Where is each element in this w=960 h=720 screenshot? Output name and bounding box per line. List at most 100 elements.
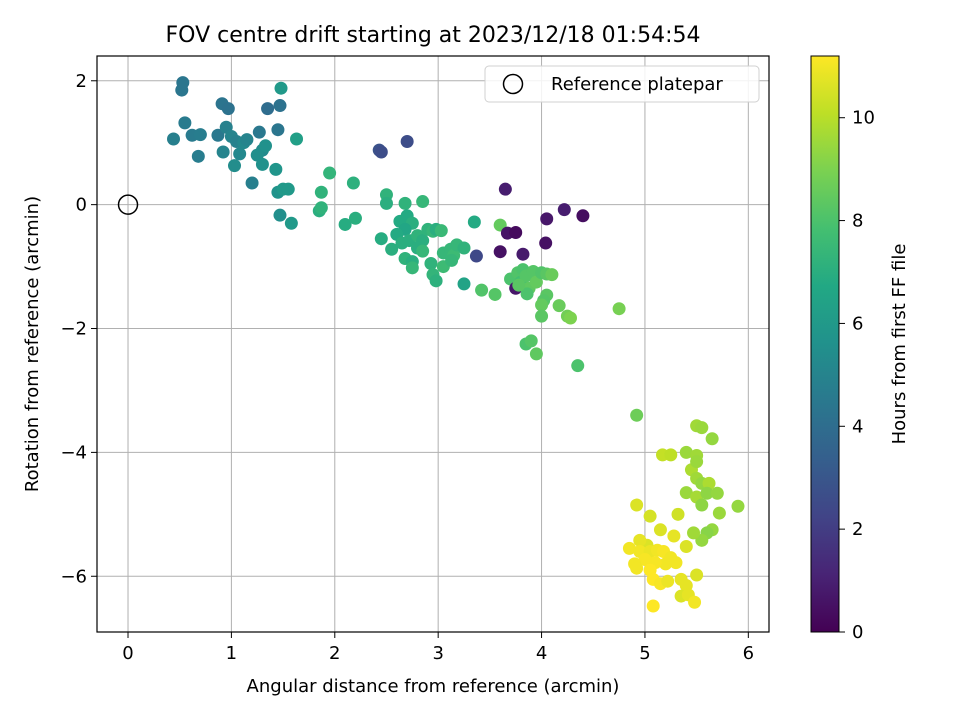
data-point (221, 102, 235, 116)
colorbar-tick-label: 0 (852, 622, 863, 643)
y-tick-label: −6 (60, 566, 87, 587)
legend-entry-label: Reference platepar (551, 74, 723, 95)
plot-frame (96, 55, 770, 633)
x-tick-label: 6 (743, 643, 754, 664)
data-point (535, 298, 549, 312)
data-point (240, 133, 254, 147)
data-point (520, 287, 534, 301)
colorbar-gradient (810, 55, 840, 633)
y-tick-label: 0 (76, 195, 87, 216)
data-point (688, 595, 702, 609)
data-point (167, 132, 181, 146)
data-point (633, 533, 647, 547)
data-point (679, 540, 693, 554)
data-point (540, 212, 554, 226)
data-point (274, 81, 288, 95)
data-point (284, 216, 298, 230)
data-point (659, 557, 673, 571)
data-point (630, 498, 644, 512)
data-point (524, 334, 538, 348)
data-point (695, 498, 709, 512)
data-point (671, 507, 685, 521)
data-point (281, 182, 295, 196)
data-point (323, 166, 337, 180)
data-point (405, 261, 419, 275)
reference-platepar-marker (117, 194, 139, 215)
data-point (700, 486, 714, 500)
data-point (571, 359, 585, 373)
data-point (228, 159, 242, 173)
x-tick-label: 2 (329, 643, 340, 664)
data-point (348, 211, 362, 225)
data-point (710, 486, 724, 500)
data-point (273, 208, 287, 222)
data-point (687, 526, 701, 540)
data-point (690, 568, 704, 582)
data-point (731, 499, 745, 513)
data-point (552, 299, 566, 313)
data-point (695, 533, 709, 547)
x-axis-ticks: 0 1 2 3 4 5 6 (122, 632, 754, 664)
legend: Reference platepar (484, 65, 760, 103)
legend-reference-marker (502, 73, 524, 95)
data-point (261, 102, 275, 116)
data-point (379, 196, 393, 210)
data-point (612, 302, 626, 316)
data-point (400, 134, 414, 148)
data-point (233, 147, 247, 161)
data-point (374, 145, 388, 159)
data-point (512, 278, 526, 292)
data-point (630, 408, 644, 422)
data-point (191, 149, 205, 163)
data-point (245, 176, 259, 190)
data-point (290, 132, 304, 146)
data-point (271, 123, 285, 137)
data-point (346, 176, 360, 190)
data-point (667, 529, 681, 543)
data-point (398, 196, 412, 210)
data-point (434, 224, 448, 238)
data-point (488, 287, 502, 301)
data-point (178, 116, 192, 130)
x-tick-label: 0 (122, 643, 133, 664)
colorbar-tick-label: 4 (852, 416, 863, 437)
x-tick-label: 3 (432, 643, 443, 664)
data-point (539, 236, 553, 250)
y-tick-label: −2 (60, 319, 87, 340)
data-point (630, 561, 644, 575)
data-point (259, 139, 273, 153)
data-point (705, 432, 719, 446)
grid-lines (97, 56, 769, 632)
colorbar-tick-label: 2 (852, 519, 863, 540)
data-point (252, 125, 266, 139)
data-point (646, 599, 660, 613)
data-point (498, 182, 512, 196)
colorbar-tick-label: 8 (852, 211, 863, 232)
data-point (467, 215, 481, 229)
data-point (695, 421, 709, 435)
data-point (576, 209, 590, 223)
data-point (445, 253, 459, 267)
data-point (557, 203, 571, 217)
data-point (622, 541, 636, 555)
chart-title: FOV centre drift starting at 2023/12/18 … (166, 23, 701, 48)
data-point (255, 157, 269, 171)
y-tick-label: 2 (76, 71, 87, 92)
data-point (664, 448, 678, 462)
data-point (679, 445, 693, 459)
data-point (475, 283, 489, 297)
data-point (509, 226, 523, 240)
legend-box (484, 65, 760, 103)
y-tick-label: −4 (60, 442, 87, 463)
x-tick-label: 5 (639, 643, 650, 664)
data-point (643, 509, 657, 523)
reference-marker-group (117, 194, 139, 215)
data-point (661, 574, 675, 588)
x-axis-label: Angular distance from reference (arcmin) (247, 676, 620, 697)
data-point (545, 268, 559, 282)
data-point (314, 185, 328, 199)
data-points (167, 76, 745, 613)
x-tick-label: 4 (536, 643, 547, 664)
data-point (314, 201, 328, 215)
